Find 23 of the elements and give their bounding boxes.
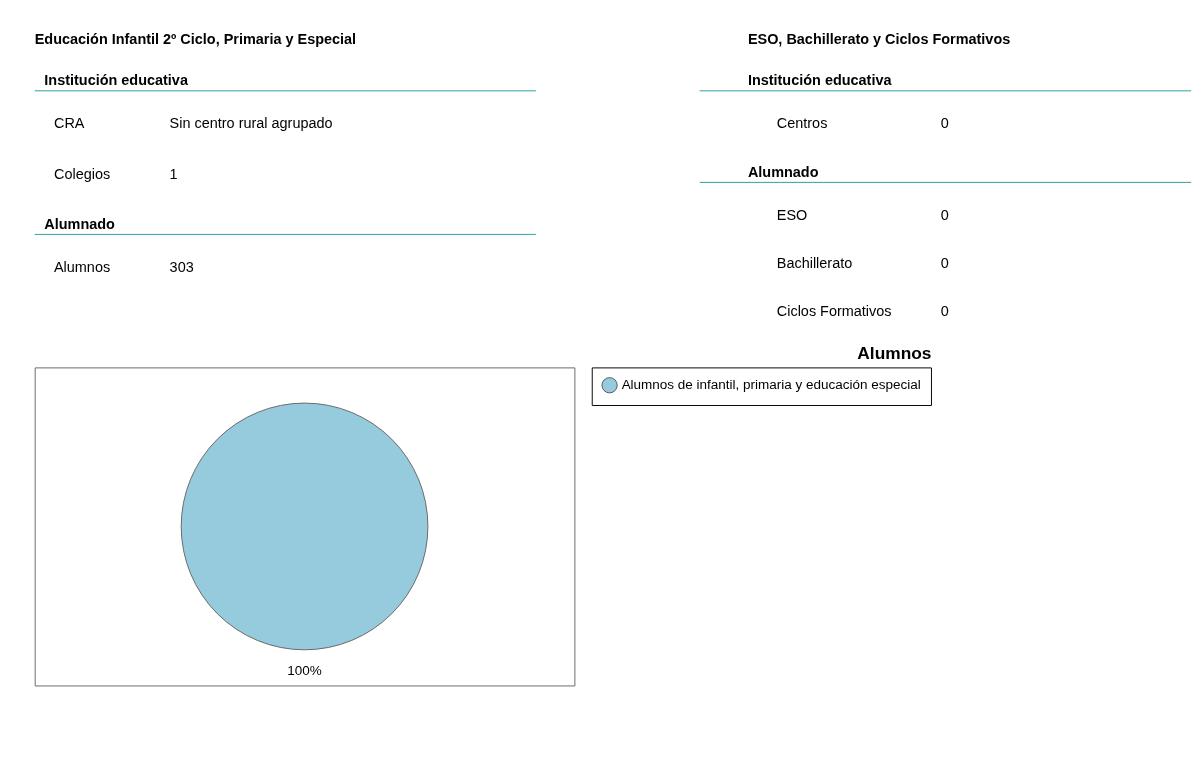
text: Alumnado: [44, 215, 116, 232]
text: 0: [940, 115, 949, 132]
text: Sin centro rural agrupado: [169, 115, 333, 132]
text: Centros: [776, 115, 828, 132]
text: ESO, Bachillerato y Ciclos Formativos: [747, 30, 1011, 47]
text: 0: [940, 206, 949, 223]
text: 0: [940, 303, 949, 320]
text: 1: [169, 165, 178, 182]
text: ESO: [776, 206, 808, 223]
text: Educación Infantil 2º Ciclo, Primaria y Especial: [34, 30, 357, 47]
data-label: 100%: [287, 662, 322, 678]
text: Alumnado: [747, 163, 819, 180]
text: Ciclos Formativos: [776, 303, 892, 320]
text: CRA: [53, 115, 85, 132]
legend-label: Alumnos de infantil, primaria y educación especial: [621, 377, 921, 393]
text: 303: [169, 259, 194, 276]
text: Institución educativa: [747, 72, 893, 89]
chart-title: Alumnos: [857, 343, 932, 364]
text: Bachillerato: [776, 255, 853, 272]
text: 0: [940, 255, 949, 272]
text: Alumnos: [53, 259, 111, 276]
text: Colegios: [53, 165, 111, 182]
text: Institución educativa: [44, 72, 189, 89]
